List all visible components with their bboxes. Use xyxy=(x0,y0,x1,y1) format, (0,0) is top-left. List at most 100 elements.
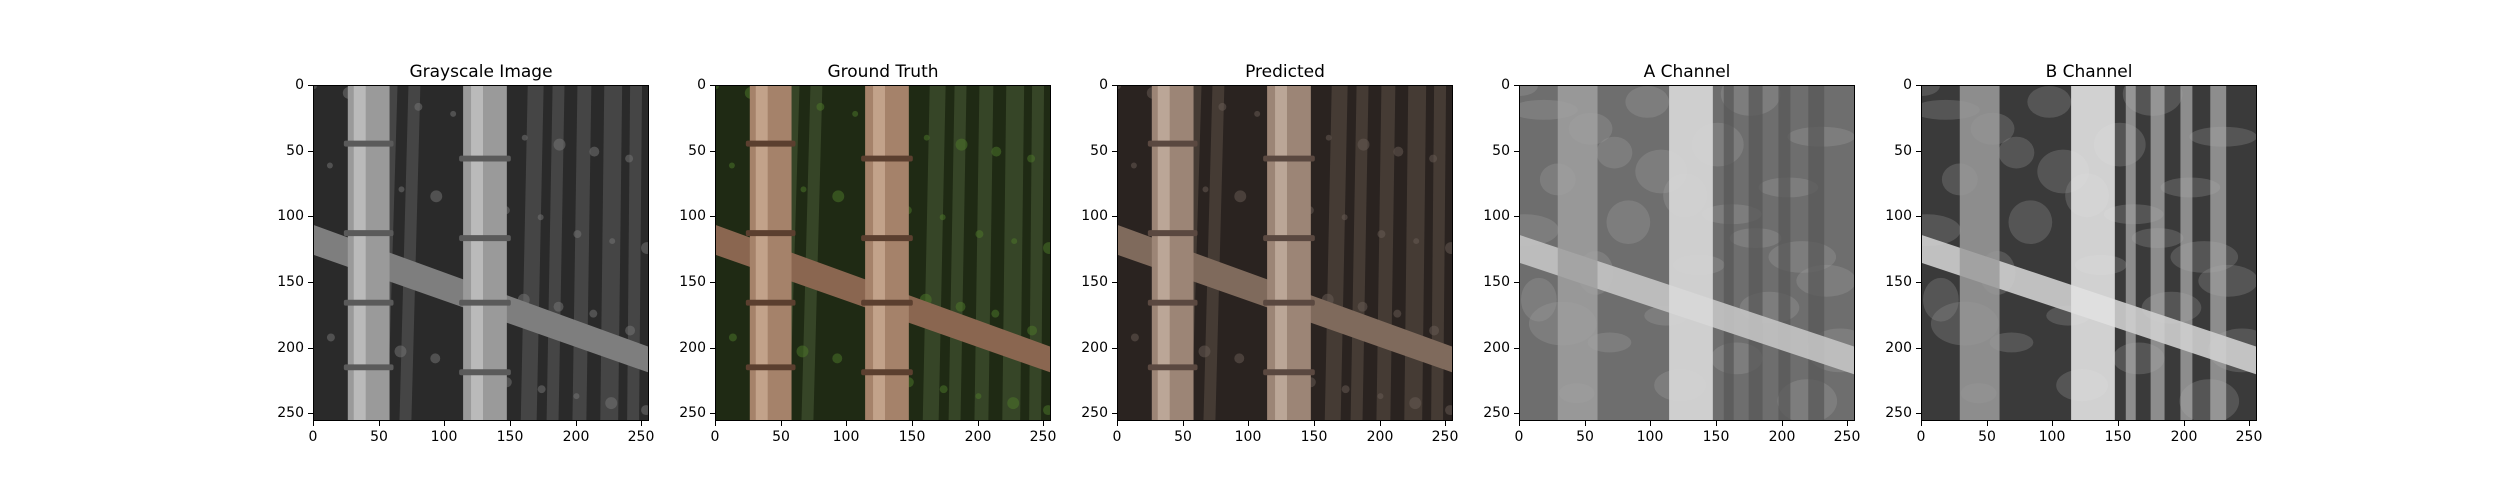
y-tick-mark xyxy=(1514,282,1519,283)
y-tick-mark xyxy=(710,151,715,152)
x-tick-label: 200 xyxy=(1768,429,1796,445)
x-tick-mark xyxy=(510,421,511,426)
y-tick-label: 150 xyxy=(1885,274,1912,290)
x-tick-label: 50 xyxy=(1978,429,1996,445)
y-tick-label: 0 xyxy=(697,77,706,93)
ground-truth-image-svg xyxy=(716,86,1050,420)
x-tick-mark xyxy=(1380,421,1381,426)
x-tick-mark xyxy=(2052,421,2053,426)
panel-title: Ground Truth xyxy=(827,62,939,82)
y-tick-label: 250 xyxy=(1081,405,1108,421)
panel-title: Predicted xyxy=(1245,62,1325,82)
y-tick-mark xyxy=(1112,348,1117,349)
y-tick-label: 50 xyxy=(1492,143,1510,159)
y-tick-label: 0 xyxy=(1903,77,1912,93)
x-tick-mark xyxy=(912,421,913,426)
x-tick-mark xyxy=(1117,421,1118,426)
x-tick-mark xyxy=(846,421,847,426)
predicted-image-svg xyxy=(1118,86,1452,420)
x-tick-mark xyxy=(1445,421,1446,426)
x-tick-label: 50 xyxy=(370,429,388,445)
y-tick-label: 150 xyxy=(1081,274,1108,290)
x-tick-label: 150 xyxy=(898,429,926,445)
x-tick-label: 200 xyxy=(1366,429,1394,445)
y-tick-mark xyxy=(1916,348,1921,349)
x-tick-label: 0 xyxy=(1514,429,1524,445)
y-tick-label: 150 xyxy=(1483,274,1510,290)
x-tick-mark xyxy=(1585,421,1586,426)
x-tick-mark xyxy=(1650,421,1651,426)
x-tick-label: 250 xyxy=(1833,429,1861,445)
b-channel-image-svg xyxy=(1922,86,2256,420)
x-tick-label: 100 xyxy=(1636,429,1664,445)
y-tick-label: 50 xyxy=(1090,143,1108,159)
y-tick-label: 0 xyxy=(1099,77,1108,93)
x-tick-label: 250 xyxy=(1029,429,1057,445)
x-tick-mark xyxy=(1314,421,1315,426)
y-tick-mark xyxy=(710,413,715,414)
y-tick-mark xyxy=(1916,413,1921,414)
y-tick-label: 50 xyxy=(286,143,304,159)
x-tick-mark xyxy=(576,421,577,426)
x-tick-label: 100 xyxy=(832,429,860,445)
y-tick-mark xyxy=(1112,282,1117,283)
y-tick-label: 200 xyxy=(1081,340,1108,356)
a-channel-image-svg xyxy=(1520,86,1854,420)
ground-truth-image xyxy=(715,85,1051,421)
y-tick-mark xyxy=(1916,216,1921,217)
x-tick-mark xyxy=(444,421,445,426)
y-tick-mark xyxy=(308,85,313,86)
y-tick-label: 200 xyxy=(277,340,304,356)
y-tick-mark xyxy=(710,216,715,217)
x-tick-mark xyxy=(1043,421,1044,426)
y-tick-label: 100 xyxy=(1885,208,1912,224)
y-tick-mark xyxy=(1112,151,1117,152)
y-tick-mark xyxy=(308,413,313,414)
x-tick-mark xyxy=(1716,421,1717,426)
y-tick-mark xyxy=(1112,216,1117,217)
x-tick-label: 200 xyxy=(2170,429,2198,445)
x-tick-label: 250 xyxy=(2235,429,2263,445)
x-tick-mark xyxy=(781,421,782,426)
x-tick-label: 150 xyxy=(496,429,524,445)
x-tick-label: 250 xyxy=(1431,429,1459,445)
x-tick-label: 50 xyxy=(1576,429,1594,445)
a-channel-image xyxy=(1519,85,1855,421)
x-tick-label: 50 xyxy=(1174,429,1192,445)
x-tick-mark xyxy=(715,421,716,426)
predicted-image xyxy=(1117,85,1453,421)
panel-title: B Channel xyxy=(2045,62,2133,82)
y-tick-label: 50 xyxy=(688,143,706,159)
y-tick-mark xyxy=(1112,413,1117,414)
x-tick-mark xyxy=(1183,421,1184,426)
y-tick-label: 150 xyxy=(277,274,304,290)
y-tick-mark xyxy=(308,151,313,152)
x-tick-label: 200 xyxy=(964,429,992,445)
x-tick-mark xyxy=(2249,421,2250,426)
x-tick-label: 50 xyxy=(772,429,790,445)
y-tick-label: 100 xyxy=(1081,208,1108,224)
x-tick-mark xyxy=(1782,421,1783,426)
y-tick-label: 50 xyxy=(1894,143,1912,159)
x-tick-mark xyxy=(379,421,380,426)
y-tick-mark xyxy=(710,348,715,349)
grayscale-image-svg xyxy=(314,86,648,420)
x-tick-mark xyxy=(1921,421,1922,426)
y-tick-label: 250 xyxy=(277,405,304,421)
y-tick-label: 200 xyxy=(1885,340,1912,356)
y-tick-label: 200 xyxy=(679,340,706,356)
y-tick-label: 250 xyxy=(679,405,706,421)
panel-title: Grayscale Image xyxy=(409,62,553,82)
y-tick-mark xyxy=(1112,85,1117,86)
y-tick-label: 250 xyxy=(1885,405,1912,421)
y-tick-label: 0 xyxy=(1501,77,1510,93)
y-tick-mark xyxy=(308,216,313,217)
x-tick-label: 150 xyxy=(1300,429,1328,445)
x-tick-mark xyxy=(1248,421,1249,426)
x-tick-mark xyxy=(1987,421,1988,426)
y-tick-mark xyxy=(1514,413,1519,414)
y-tick-mark xyxy=(1916,282,1921,283)
x-tick-label: 100 xyxy=(430,429,458,445)
y-tick-mark xyxy=(1514,348,1519,349)
